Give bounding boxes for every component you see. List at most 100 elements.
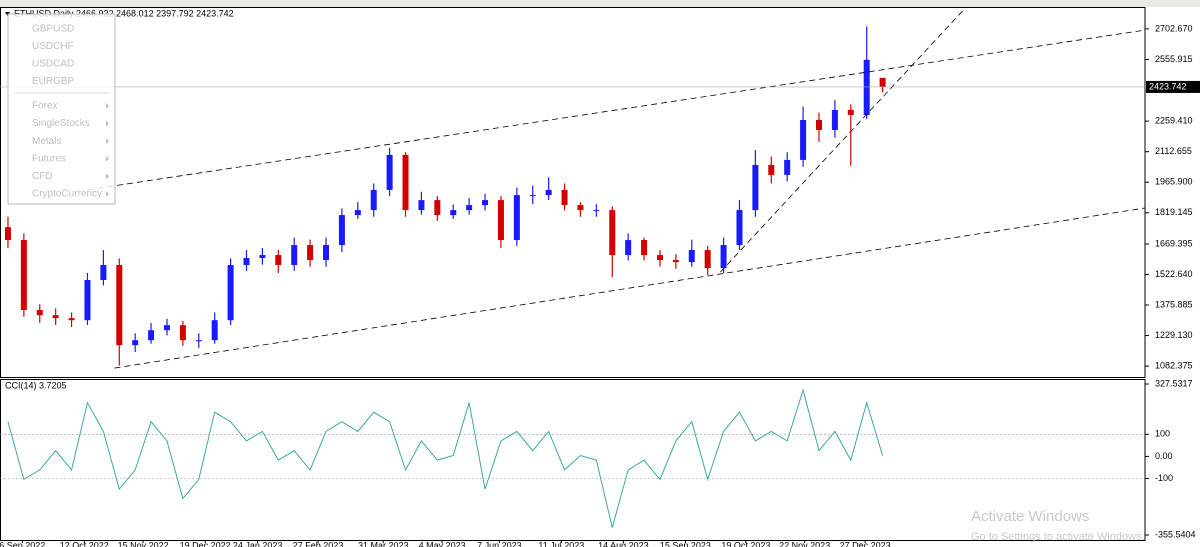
x-tick-label: 7 Jun 2023 [477, 540, 522, 547]
x-tick-label: 4 May 2023 [419, 540, 466, 547]
candle-body [195, 340, 202, 342]
watermark-title: Activate Windows [971, 508, 1089, 525]
last-price-label: 2423.742 [1149, 81, 1187, 91]
cci-panel [0, 379, 1146, 541]
candle-body [466, 205, 473, 211]
candle-body [831, 109, 838, 130]
y-tick-label: 1375.885 [1155, 299, 1193, 309]
submenu-arrow [106, 138, 109, 145]
trendline [114, 207, 1145, 369]
candle-body [259, 255, 266, 258]
main-panel [0, 7, 1146, 378]
menu-group[interactable]: SingleStocks [32, 118, 90, 129]
symbol-menu[interactable]: GBPUSD USDCHF USDCAD EURGBP Forex SingleStock… [7, 13, 116, 205]
y-tick-label: 2702.670 [1155, 23, 1193, 33]
last-price-box [1146, 80, 1200, 93]
menu-group[interactable]: CryptoCurrency [32, 189, 102, 200]
candle-body [482, 200, 489, 206]
x-tick-label: 14 Aug 2023 [598, 540, 649, 547]
x-tick-label: 6 Sep 2022 [0, 540, 45, 547]
y-tick-label: 2259.410 [1155, 116, 1193, 126]
candle-body [609, 210, 616, 256]
y-tick-label: -355.5404 [1155, 529, 1196, 539]
toolbar [0, 0, 1200, 7]
y-tick-label: 1522.640 [1155, 269, 1193, 279]
candle-body [529, 195, 536, 197]
x-tick-label: 19 Oct 2023 [721, 540, 770, 547]
chart-header: ETHUSD,Daily 2466.922 2468.012 2397.792 … [14, 8, 234, 18]
candle-body [641, 240, 648, 256]
y-tick-label: 1082.375 [1155, 360, 1193, 370]
candle-body [625, 240, 632, 256]
x-tick-label: 15 Nov 2022 [118, 540, 169, 547]
candle-body [704, 250, 711, 269]
candle-body [688, 250, 695, 263]
candle-body [752, 164, 759, 211]
menu-symbol[interactable]: EURGBP [32, 76, 75, 87]
menu-group[interactable]: CFD [32, 171, 53, 182]
candle-body [720, 245, 727, 269]
submenu-arrow [106, 103, 109, 109]
candle-body [36, 309, 43, 316]
y-tick-label: 2555.915 [1155, 54, 1193, 64]
y-tick-label: 1819.145 [1155, 207, 1193, 217]
candle-body [100, 265, 107, 281]
y-tick-label: 0.00 [1155, 451, 1173, 461]
candle-body [656, 255, 663, 261]
candle-body [275, 255, 282, 266]
candle-body [4, 227, 11, 241]
x-tick-label: 22 Nov 2023 [779, 540, 830, 547]
menu-symbol[interactable]: USDCHF [32, 41, 74, 52]
candle-body [354, 210, 361, 216]
candle-body [450, 210, 457, 216]
x-tick-label: 24 Jan 2023 [233, 540, 283, 547]
x-tick-label: 11 Jul 2023 [538, 540, 584, 547]
candle-body [20, 240, 27, 310]
candle-body [800, 119, 807, 160]
y-tick-label: -100 [1155, 473, 1173, 483]
candle-body [815, 119, 822, 130]
candle-body [179, 325, 186, 341]
menu-symbol[interactable]: GBPUSD [32, 24, 74, 35]
plot [7, 388, 884, 528]
candle-body [370, 189, 377, 211]
y-tick-label: 100 [1155, 429, 1170, 439]
menu-group[interactable]: Metals [32, 136, 61, 147]
submenu-arrow [106, 191, 109, 197]
menu-symbol[interactable]: USDCAD [32, 59, 74, 70]
candle-body [593, 210, 600, 212]
candle-body [227, 265, 234, 321]
cci-header: CCI(14) 3.7205 [5, 380, 67, 390]
candle-body [84, 280, 91, 321]
candle-body [148, 330, 155, 341]
menu-group[interactable]: Futures [32, 153, 66, 164]
y-tick-label: 2112.655 [1155, 146, 1192, 156]
menu-box [7, 13, 116, 205]
y-tick-label: 1965.900 [1155, 177, 1193, 187]
y-tick-label: 327.5317 [1155, 378, 1193, 388]
candle-body [132, 340, 139, 346]
y-tick-label: 1229.130 [1155, 330, 1193, 340]
candle-body [243, 257, 250, 266]
candle-body [847, 109, 854, 115]
candle-body [116, 265, 123, 346]
candle-body [291, 245, 298, 266]
candle-body [402, 154, 409, 211]
candle-body [545, 189, 552, 196]
watermark-subtitle: Go to Settings to activate Windows. [971, 531, 1145, 543]
menu-group[interactable]: Forex [32, 101, 58, 112]
candle-body [307, 245, 314, 261]
candle-body [418, 200, 425, 211]
trendline [720, 8, 966, 273]
candle-body [497, 200, 504, 241]
candle-body [434, 200, 441, 216]
candle-body [52, 315, 59, 319]
candle-body [163, 325, 170, 331]
submenu-arrow [106, 120, 109, 127]
plot [4, 8, 1145, 369]
candle-body [338, 215, 345, 246]
candle-body [784, 159, 791, 175]
candle-body [768, 164, 775, 175]
